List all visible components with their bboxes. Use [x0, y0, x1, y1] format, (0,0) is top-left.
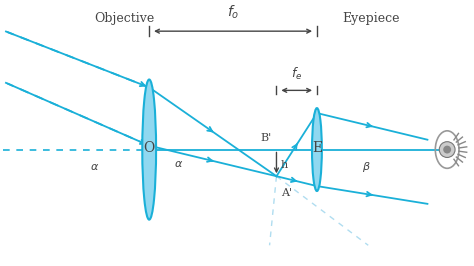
Text: Eyepiece: Eyepiece: [342, 12, 400, 25]
Ellipse shape: [312, 108, 322, 191]
Text: B': B': [260, 133, 272, 143]
Text: h: h: [281, 160, 288, 170]
Text: $f_e$: $f_e$: [291, 66, 302, 82]
Text: $f_o$: $f_o$: [227, 4, 239, 21]
Text: $\beta$: $\beta$: [362, 160, 371, 174]
Circle shape: [443, 146, 451, 153]
Text: $\alpha$: $\alpha$: [174, 159, 183, 169]
Text: E: E: [312, 141, 322, 155]
Text: Objective: Objective: [94, 12, 155, 25]
Circle shape: [439, 142, 455, 157]
Text: A': A': [282, 188, 292, 198]
Text: $\alpha$: $\alpha$: [91, 162, 100, 172]
Ellipse shape: [142, 80, 156, 220]
Text: O: O: [144, 141, 155, 155]
